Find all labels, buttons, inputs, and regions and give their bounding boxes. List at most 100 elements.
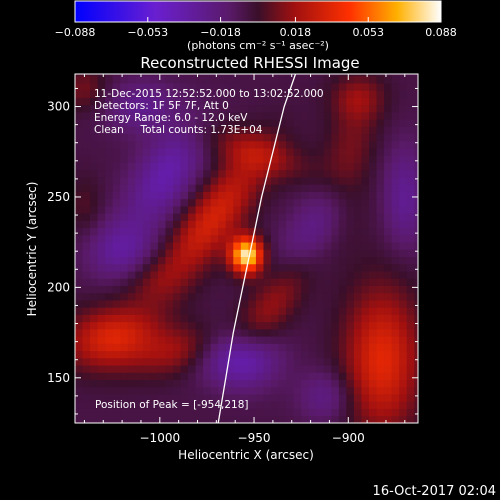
heatmap-cell [353, 119, 362, 127]
heatmap-cell [210, 350, 219, 359]
heatmap-cell [188, 401, 197, 409]
heatmap-cell [384, 184, 393, 192]
heatmap-cell [263, 90, 272, 98]
heatmap-cell [210, 191, 219, 200]
heatmap-cell [406, 111, 415, 120]
heatmap-cell [82, 408, 91, 417]
heatmap-cell [255, 314, 264, 323]
heatmap-cell [338, 372, 347, 380]
heatmap-cell [135, 213, 144, 221]
heatmap-cell [120, 227, 129, 236]
heatmap-cell [301, 379, 310, 388]
heatmap-cell [391, 206, 400, 214]
heatmap-cell [240, 314, 249, 323]
heatmap-cell [233, 162, 242, 171]
heatmap-cell [180, 213, 189, 221]
heatmap-cell [180, 307, 189, 315]
heatmap-cell [150, 328, 159, 337]
heatmap-cell [414, 263, 418, 272]
heatmap-cell [308, 119, 317, 127]
heatmap-cell [286, 321, 295, 330]
heatmap-cell [82, 386, 91, 395]
heatmap-cell [308, 198, 317, 207]
heatmap-cell [369, 148, 377, 156]
heatmap-cell [97, 177, 106, 185]
heatmap-cell [180, 169, 189, 178]
heatmap-cell [293, 198, 302, 207]
heatmap-cell [406, 350, 415, 359]
heatmap-cell [399, 365, 408, 373]
heatmap-cell [188, 372, 197, 380]
heatmap-cell [338, 162, 347, 171]
heatmap-cell [173, 365, 181, 373]
heatmap-cell [414, 191, 418, 200]
heatmap-cell [82, 191, 91, 200]
heatmap-cell [90, 155, 99, 163]
heatmap-cell [105, 97, 114, 106]
heatmap-cell [338, 234, 347, 243]
heatmap-cell [384, 401, 393, 409]
heatmap-cell [218, 198, 227, 207]
heatmap-cell [127, 177, 136, 185]
heatmap-cell [255, 292, 264, 301]
heatmap-cell [127, 234, 136, 243]
heatmap-cell [338, 285, 347, 294]
heatmap-cell [255, 357, 264, 366]
heatmap-cell [346, 97, 355, 106]
heatmap-cell [308, 148, 317, 156]
heatmap-cell [120, 90, 129, 98]
heatmap-cell [142, 242, 151, 250]
heatmap-cell [316, 401, 325, 409]
heatmap-cell [173, 415, 181, 423]
heatmap-cell [331, 242, 340, 250]
heatmap-cell [210, 386, 219, 395]
heatmap-cell [399, 198, 408, 207]
heatmap-cell [195, 321, 204, 330]
heatmap-cell [406, 372, 415, 380]
heatmap-cell [165, 184, 174, 192]
heatmap-cell [406, 242, 415, 250]
heatmap-cell [173, 401, 181, 409]
heatmap-cell [188, 350, 197, 359]
heatmap-cell [105, 256, 114, 265]
heatmap-cell [255, 379, 264, 388]
heatmap-cell [127, 90, 136, 98]
heatmap-cell [308, 386, 317, 395]
heatmap-cell [331, 133, 340, 142]
heatmap-cell [233, 394, 242, 402]
heatmap-cell [331, 83, 340, 91]
heatmap-cell [361, 408, 370, 417]
heatmap-cell [391, 198, 400, 207]
heatmap-cell [135, 379, 144, 388]
colorbar-tick-label: −0.053 [127, 26, 168, 39]
heatmap-cell [150, 184, 159, 192]
heatmap-cell [353, 177, 362, 185]
heatmap-cell [323, 97, 332, 106]
heatmap-cell [105, 177, 114, 185]
heatmap-cell [120, 242, 129, 250]
heatmap-cell [271, 386, 279, 395]
heatmap-cell [180, 74, 189, 77]
heatmap-cell [278, 140, 287, 149]
heatmap-cell [203, 206, 212, 214]
heatmap-cell [90, 90, 99, 98]
heatmap-cell [271, 74, 279, 77]
heatmap-cell [188, 148, 197, 156]
heatmap-cell [233, 256, 242, 265]
heatmap-cell [369, 184, 377, 192]
heatmap-cell [391, 126, 400, 135]
heatmap-cell [195, 227, 204, 236]
plot-frame [74, 73, 419, 424]
heatmap-cell [399, 213, 408, 221]
heatmap-cell [271, 314, 279, 323]
generation-timestamp: 16-Oct-2017 02:04 [373, 484, 496, 499]
heatmap-cell [263, 148, 272, 156]
heatmap-cell [120, 263, 129, 272]
heatmap-cell [233, 234, 242, 243]
heatmap-cell [203, 140, 212, 149]
heatmap-cell [218, 169, 227, 178]
heatmap-cell [263, 249, 272, 258]
heatmap-cell [188, 140, 197, 149]
heatmap-cell [210, 97, 219, 106]
